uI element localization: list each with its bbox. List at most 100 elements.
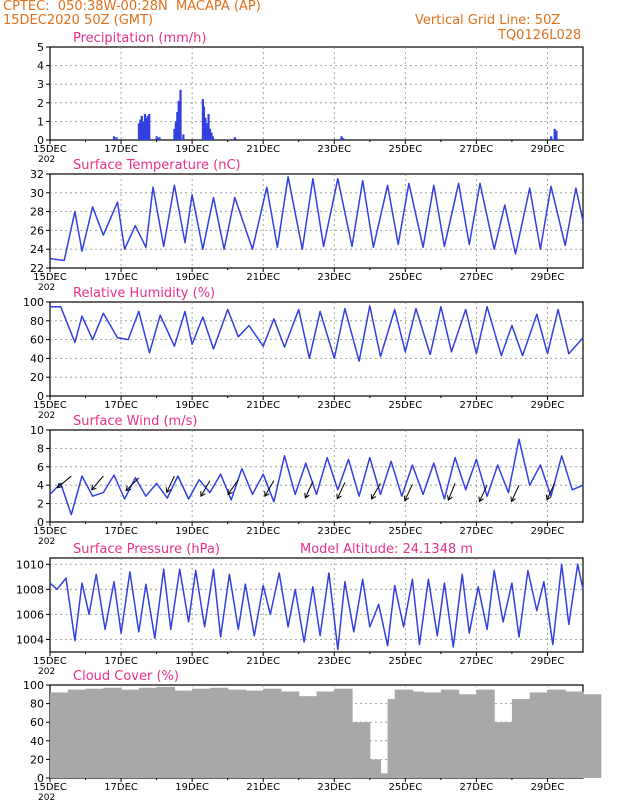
header-datetime: 15DEC2020 50Z (GMT) bbox=[3, 13, 154, 28]
x-tick-label: 27DEC bbox=[460, 526, 494, 537]
y-tick-label: 4 bbox=[37, 60, 44, 73]
y-tick-label: 60 bbox=[30, 334, 44, 347]
cloud-bar bbox=[280, 691, 300, 778]
panel-title: Surface Wind (m/s) bbox=[73, 414, 197, 429]
year-stub: 202 bbox=[38, 537, 55, 547]
cloud-bar bbox=[298, 696, 318, 778]
panel-title: Cloud Cover (%) bbox=[73, 669, 179, 684]
x-tick-label: 23DEC bbox=[317, 144, 351, 155]
precip-bar bbox=[182, 134, 185, 140]
cloud-bar bbox=[405, 691, 424, 778]
x-tick-label: 17DEC bbox=[104, 782, 138, 793]
wind-arrow-head bbox=[264, 491, 270, 498]
y-tick-label: 4 bbox=[37, 479, 44, 492]
precip-bar bbox=[208, 128, 212, 140]
x-tick-label: 21DEC bbox=[246, 400, 280, 411]
x-tick-label: 15DEC bbox=[33, 272, 67, 283]
y-tick-label: 80 bbox=[30, 698, 44, 711]
panel-title: Surface Temperature (nC) bbox=[73, 158, 241, 173]
cloud-bar bbox=[316, 691, 335, 778]
x-tick-label: 19DEC bbox=[175, 144, 209, 155]
precip-bar bbox=[340, 136, 343, 140]
x-tick-label: 25DEC bbox=[388, 782, 422, 793]
precip-bar bbox=[233, 137, 236, 140]
panel-title: Relative Humidity (%) bbox=[73, 286, 215, 301]
cloud-bar bbox=[85, 688, 104, 778]
x-tick-label: 27DEC bbox=[460, 144, 494, 155]
wind-arrow bbox=[336, 482, 346, 499]
x-tick-label: 19DEC bbox=[175, 782, 209, 793]
x-tick-label: 15DEC bbox=[33, 400, 67, 411]
panel-frame-3 bbox=[49, 429, 584, 523]
wind-arrow-head bbox=[304, 492, 310, 499]
y-tick-label: 0 bbox=[37, 390, 44, 403]
panel-title: Surface Pressure (hPa) bbox=[73, 542, 220, 557]
x-tick-label: 23DEC bbox=[317, 272, 351, 283]
wind-arrow-head bbox=[56, 482, 63, 489]
wind-arrow bbox=[57, 475, 72, 488]
y-tick-label: 0 bbox=[37, 516, 44, 529]
x-tick-label: 17DEC bbox=[104, 526, 138, 537]
x-tick-label: 15DEC bbox=[33, 526, 67, 537]
wind-arrow bbox=[264, 480, 275, 497]
cloud-bar bbox=[334, 688, 353, 778]
precip-bar bbox=[148, 113, 151, 140]
precip-bar bbox=[173, 128, 176, 140]
y-tick-label: 2 bbox=[37, 97, 44, 110]
y-tick-label: 32 bbox=[30, 168, 44, 181]
wind-arrow bbox=[478, 484, 488, 502]
wind-arrow-head bbox=[510, 496, 516, 503]
x-tick-label: 19DEC bbox=[175, 400, 209, 411]
x-tick-label: 21DEC bbox=[246, 782, 280, 793]
y-tick-label: 8 bbox=[37, 442, 44, 455]
x-tick-label: 17DEC bbox=[104, 400, 138, 411]
precip-bar bbox=[176, 112, 179, 140]
wind-arrow bbox=[546, 483, 556, 500]
header-model-code: TQ0126L028 bbox=[498, 28, 582, 43]
cloud-bar bbox=[245, 690, 264, 778]
precip-bar bbox=[158, 137, 161, 140]
cloud-bar bbox=[458, 694, 477, 778]
precip-bar bbox=[555, 130, 558, 140]
model-altitude-label: Model Altitude: 24.1348 m bbox=[300, 542, 473, 557]
precip-bar bbox=[146, 115, 149, 140]
x-tick-label: 27DEC bbox=[460, 656, 494, 667]
y-tick-label: 28 bbox=[30, 206, 44, 219]
year-stub: 202 bbox=[38, 793, 55, 800]
panel-frame-0 bbox=[49, 46, 584, 141]
x-tick-label: 29DEC bbox=[531, 400, 565, 411]
x-tick-label: 27DEC bbox=[460, 400, 494, 411]
precip-bar bbox=[553, 128, 556, 140]
precip-bar bbox=[207, 113, 210, 140]
x-tick-label: 17DEC bbox=[104, 144, 138, 155]
wind-arrow bbox=[200, 480, 211, 497]
cloud-bar bbox=[369, 773, 389, 778]
y-tick-label: 1006 bbox=[16, 608, 44, 621]
year-stub: 202 bbox=[38, 283, 55, 293]
cloud-bar bbox=[138, 687, 158, 778]
cloud-bar bbox=[156, 686, 175, 778]
series-line bbox=[49, 176, 584, 262]
wind-arrow bbox=[227, 479, 239, 495]
cloud-bar bbox=[565, 691, 584, 778]
y-tick-label: 24 bbox=[30, 243, 44, 256]
cloud-bar bbox=[583, 694, 602, 778]
y-tick-label: 40 bbox=[30, 352, 44, 365]
wind-arrow-head bbox=[545, 494, 552, 501]
y-tick-label: 30 bbox=[30, 187, 44, 200]
wind-arrow bbox=[304, 481, 314, 499]
x-tick-label: 29DEC bbox=[531, 656, 565, 667]
header-station: CPTEC: 050:38W-00:28N MACAPA (AP) bbox=[3, 0, 261, 14]
wind-arrow bbox=[371, 483, 381, 500]
x-tick-label: 25DEC bbox=[388, 272, 422, 283]
x-tick-label: 29DEC bbox=[531, 782, 565, 793]
x-tick-label: 25DEC bbox=[388, 526, 422, 537]
x-tick-label: 27DEC bbox=[460, 782, 494, 793]
y-tick-label: 6 bbox=[37, 461, 44, 474]
x-tick-label: 27DEC bbox=[460, 272, 494, 283]
x-tick-label: 21DEC bbox=[246, 526, 280, 537]
cloud-bar bbox=[50, 692, 69, 778]
x-tick-label: 23DEC bbox=[317, 400, 351, 411]
y-tick-label: 20 bbox=[30, 753, 44, 766]
